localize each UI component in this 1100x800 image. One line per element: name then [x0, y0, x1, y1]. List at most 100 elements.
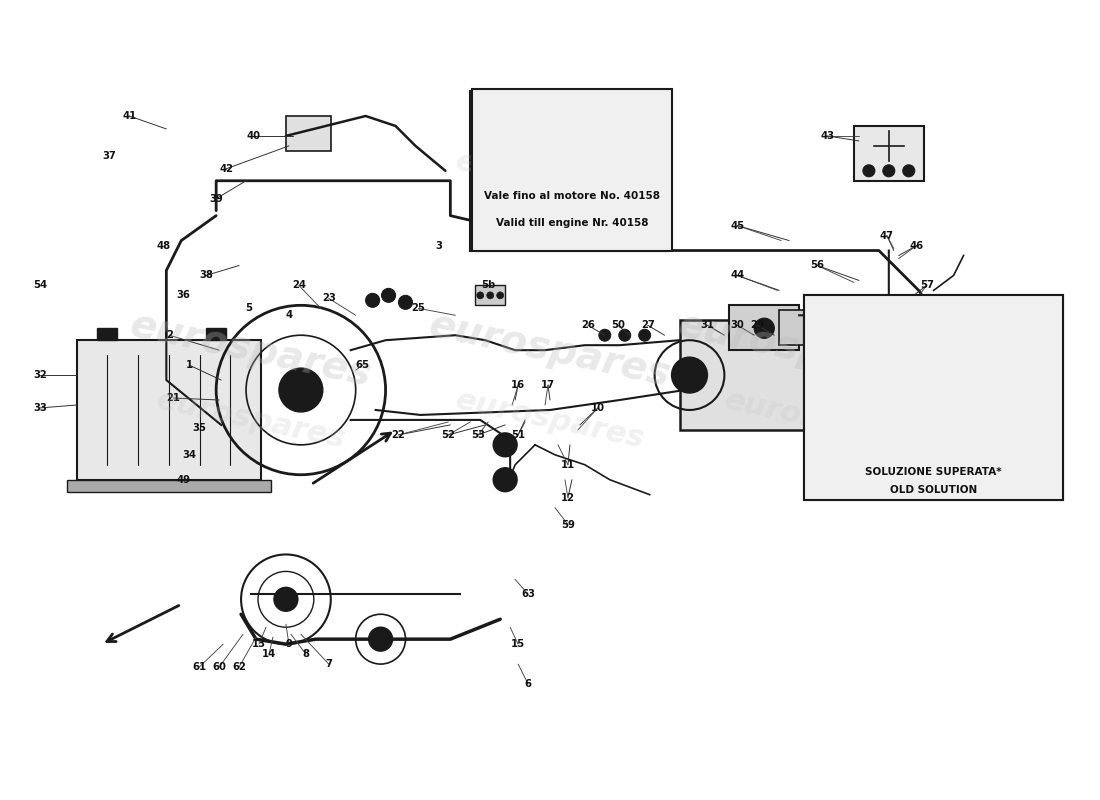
Text: Vale fino al motore No. 40158: Vale fino al motore No. 40158: [484, 190, 660, 201]
Text: eurospares: eurospares: [154, 386, 349, 454]
Text: 3: 3: [434, 241, 442, 250]
Text: 45: 45: [730, 221, 745, 230]
Circle shape: [862, 165, 874, 177]
Text: 33: 33: [33, 403, 46, 413]
Circle shape: [497, 292, 504, 299]
Bar: [77, 340, 261, 480]
Circle shape: [398, 295, 412, 310]
Circle shape: [672, 357, 707, 393]
Text: 34: 34: [183, 450, 196, 460]
Text: eurospares: eurospares: [453, 146, 647, 215]
Text: OLD SOLUTION: OLD SOLUTION: [890, 485, 977, 494]
Text: 5b: 5b: [481, 280, 495, 290]
Text: 57: 57: [920, 280, 934, 290]
Text: 41: 41: [122, 111, 136, 121]
Text: 27: 27: [641, 320, 654, 330]
Text: 55: 55: [880, 393, 894, 403]
Circle shape: [944, 405, 964, 425]
Text: eurospares: eurospares: [453, 386, 647, 454]
Circle shape: [856, 417, 872, 433]
Text: eurospares: eurospares: [126, 306, 375, 394]
Text: 15: 15: [512, 639, 525, 649]
Text: 19: 19: [804, 423, 818, 433]
Text: 56: 56: [810, 261, 824, 270]
Text: eurospares: eurospares: [675, 306, 923, 394]
Text: eurospares: eurospares: [722, 386, 916, 454]
Circle shape: [903, 165, 915, 177]
Circle shape: [493, 468, 517, 492]
Bar: [729, 306, 799, 350]
Text: 35: 35: [192, 423, 206, 433]
Text: 16: 16: [512, 380, 525, 390]
Text: eurospares: eurospares: [126, 306, 375, 394]
Text: 61: 61: [192, 662, 207, 672]
Text: 8: 8: [302, 649, 309, 659]
Text: 7: 7: [326, 659, 332, 669]
Text: 60: 60: [212, 662, 227, 672]
Bar: [779, 310, 820, 345]
Bar: [804, 295, 1064, 500]
Text: 64: 64: [591, 121, 605, 131]
Circle shape: [883, 165, 894, 177]
Text: 48: 48: [156, 241, 170, 250]
Circle shape: [365, 294, 380, 307]
Text: SOLUZIONE SUPERATA*: SOLUZIONE SUPERATA*: [866, 466, 1002, 477]
Text: 24: 24: [292, 280, 306, 290]
Text: 6: 6: [525, 679, 531, 689]
Bar: [471, 91, 670, 250]
Bar: [475, 286, 505, 306]
Polygon shape: [854, 435, 934, 470]
Text: 30: 30: [730, 320, 745, 330]
Text: 47: 47: [880, 230, 894, 241]
Bar: [286, 116, 331, 151]
Circle shape: [906, 403, 931, 427]
Text: 13: 13: [252, 639, 266, 649]
Text: 38: 38: [199, 270, 213, 281]
Circle shape: [476, 292, 484, 299]
Circle shape: [274, 587, 298, 611]
Text: 4: 4: [285, 310, 293, 320]
Text: 9: 9: [286, 639, 293, 649]
Text: 49: 49: [176, 474, 190, 485]
Text: 26: 26: [581, 320, 595, 330]
Circle shape: [639, 330, 650, 342]
Text: 14: 14: [262, 649, 276, 659]
Text: 63: 63: [521, 590, 535, 599]
Circle shape: [510, 141, 530, 161]
Circle shape: [755, 318, 774, 338]
Text: 32: 32: [33, 370, 46, 380]
Text: 53: 53: [471, 430, 485, 440]
Text: 12: 12: [561, 493, 575, 502]
Text: 58: 58: [920, 310, 934, 320]
Circle shape: [493, 433, 517, 457]
Text: 39: 39: [209, 194, 223, 204]
Text: 21: 21: [820, 323, 834, 334]
Text: 20: 20: [821, 403, 834, 413]
Circle shape: [382, 288, 396, 302]
Text: 51: 51: [512, 430, 525, 440]
Bar: [680, 320, 889, 430]
Text: eurospares: eurospares: [675, 306, 923, 394]
Text: 17: 17: [541, 380, 556, 390]
Text: 54: 54: [33, 280, 47, 290]
Text: 2: 2: [166, 330, 173, 340]
Text: 36: 36: [176, 290, 190, 300]
Circle shape: [598, 330, 611, 342]
Text: 28: 28: [910, 360, 924, 370]
Text: 22: 22: [392, 430, 406, 440]
Text: 62: 62: [232, 662, 246, 672]
Text: 11: 11: [561, 460, 575, 470]
Text: 37: 37: [102, 151, 117, 161]
Text: eurospares: eurospares: [426, 306, 674, 394]
Bar: [854, 126, 924, 181]
Text: 29: 29: [750, 320, 764, 330]
Text: 31: 31: [701, 320, 715, 330]
Bar: [859, 326, 924, 420]
FancyBboxPatch shape: [472, 89, 672, 250]
Bar: [97, 328, 117, 340]
Text: Valid till engine Nr. 40158: Valid till engine Nr. 40158: [496, 218, 648, 228]
Circle shape: [822, 403, 846, 427]
Text: 44: 44: [730, 270, 745, 281]
Text: 25: 25: [411, 303, 426, 314]
Circle shape: [279, 368, 322, 412]
